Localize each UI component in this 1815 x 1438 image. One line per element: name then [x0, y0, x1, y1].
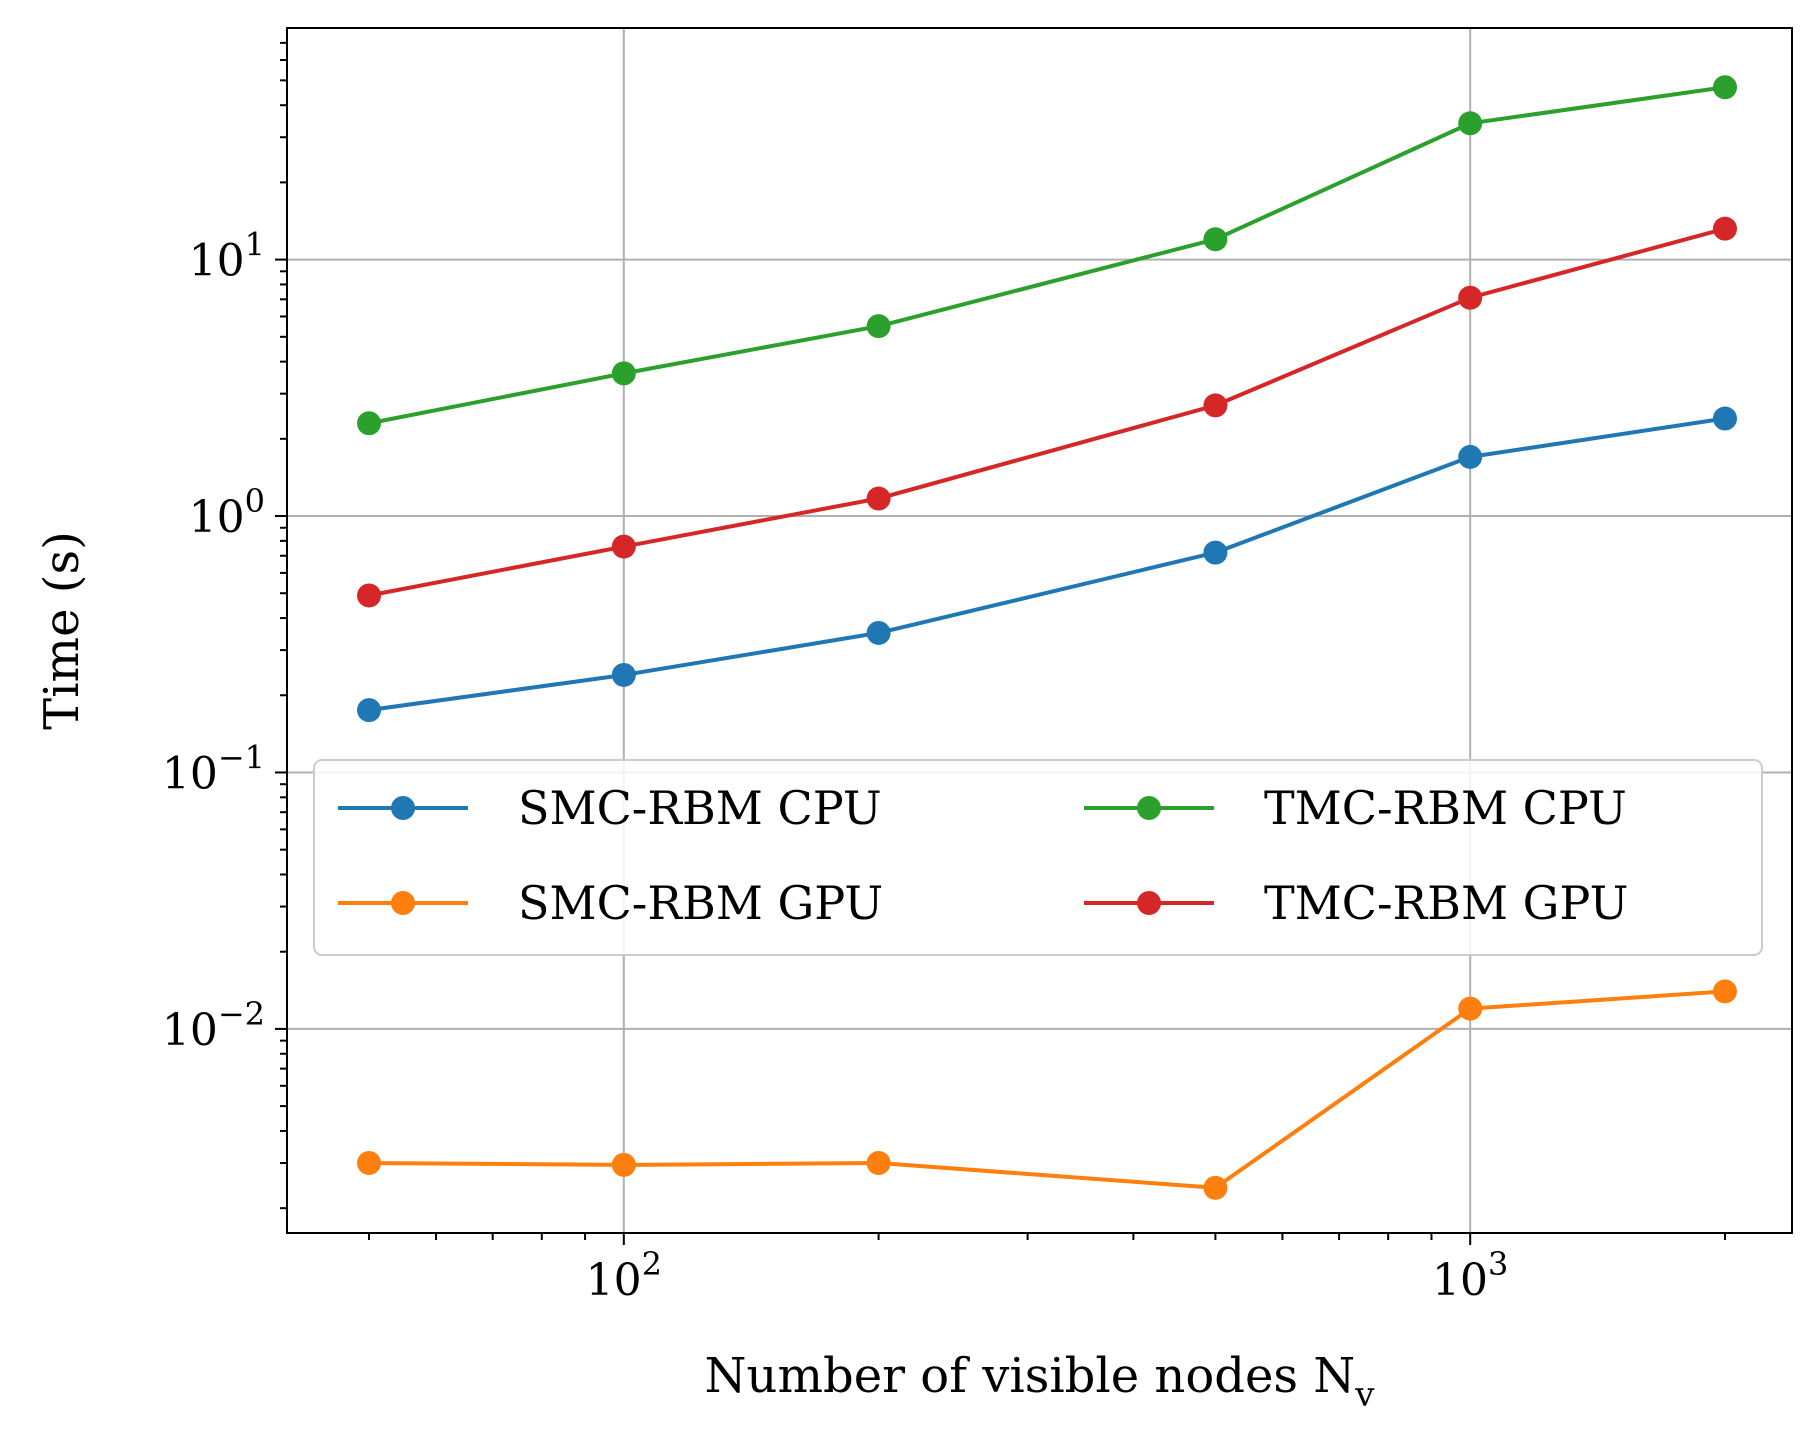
- tick-labels: 102 103 10−2 10−1 100 101: [162, 226, 1509, 1306]
- data-point-smc-rbm-cpu: [611, 662, 636, 687]
- series-line-tmc-rbm-gpu: [368, 226, 1726, 598]
- y-axis-label: Time (s): [34, 531, 90, 730]
- data-point-tmc-rbm-cpu: [1203, 227, 1228, 252]
- y-tick-label: 10−1: [162, 738, 265, 799]
- data-point-tmc-rbm-cpu: [866, 314, 891, 339]
- data-point-tmc-rbm-gpu: [866, 486, 891, 511]
- plot-area-frame: [286, 27, 1793, 1234]
- data-point-smc-rbm-cpu: [1712, 406, 1737, 431]
- x-tick-label: 102: [586, 1245, 662, 1306]
- y-tick-label: 101: [189, 226, 265, 287]
- data-point-smc-rbm-gpu: [1712, 979, 1737, 1004]
- series-line-smc-rbm-gpu: [368, 989, 1726, 1190]
- data-point-tmc-rbm-cpu: [357, 411, 382, 436]
- legend-box: [313, 759, 1763, 956]
- axis-ticks: [275, 41, 1726, 1245]
- legend-label-tmc-rbm-gpu: TMC-RBM GPU: [1264, 876, 1628, 930]
- data-point-smc-rbm-gpu: [611, 1152, 636, 1177]
- data-point-tmc-rbm-gpu: [611, 534, 636, 559]
- legend-marker-smc-rbm-cpu: [391, 796, 415, 820]
- data-point-tmc-rbm-gpu: [1712, 216, 1737, 241]
- data-point-tmc-rbm-gpu: [1458, 285, 1483, 310]
- legend-label-smc-rbm-cpu: SMC-RBM CPU: [518, 781, 882, 835]
- series-layer: [357, 75, 1737, 1200]
- x-axis-label: Number of visible nodes Nv: [705, 1348, 1376, 1415]
- y-tick-label: 10−2: [162, 995, 265, 1056]
- data-point-tmc-rbm-cpu: [1712, 75, 1737, 100]
- data-point-smc-rbm-cpu: [866, 620, 891, 645]
- data-point-smc-rbm-gpu: [1203, 1175, 1228, 1200]
- data-point-smc-rbm-gpu: [1458, 996, 1483, 1021]
- legend-marker-smc-rbm-gpu: [391, 891, 415, 915]
- legend-marker-tmc-rbm-gpu: [1137, 891, 1161, 915]
- data-point-tmc-rbm-cpu: [611, 361, 636, 386]
- data-point-smc-rbm-cpu: [1458, 444, 1483, 469]
- legend: SMC-RBM CPU SMC-RBM GPU TMC-RBM CPU TMC-RBM…: [313, 759, 1763, 956]
- legend-label-tmc-rbm-cpu: TMC-RBM CPU: [1264, 781, 1627, 835]
- y-tick-label: 100: [189, 482, 265, 543]
- legend-marker-tmc-rbm-cpu: [1137, 796, 1161, 820]
- data-point-smc-rbm-cpu: [1203, 540, 1228, 565]
- data-point-smc-rbm-gpu: [866, 1150, 891, 1175]
- series-line-tmc-rbm-cpu: [368, 85, 1726, 426]
- data-point-tmc-rbm-cpu: [1458, 111, 1483, 136]
- data-point-smc-rbm-cpu: [357, 698, 382, 723]
- series-line-smc-rbm-cpu: [368, 416, 1726, 713]
- data-point-tmc-rbm-gpu: [1203, 393, 1228, 418]
- data-point-tmc-rbm-gpu: [357, 583, 382, 608]
- x-tick-label: 103: [1432, 1245, 1508, 1306]
- legend-label-smc-rbm-gpu: SMC-RBM GPU: [518, 876, 883, 930]
- data-point-smc-rbm-gpu: [357, 1150, 382, 1175]
